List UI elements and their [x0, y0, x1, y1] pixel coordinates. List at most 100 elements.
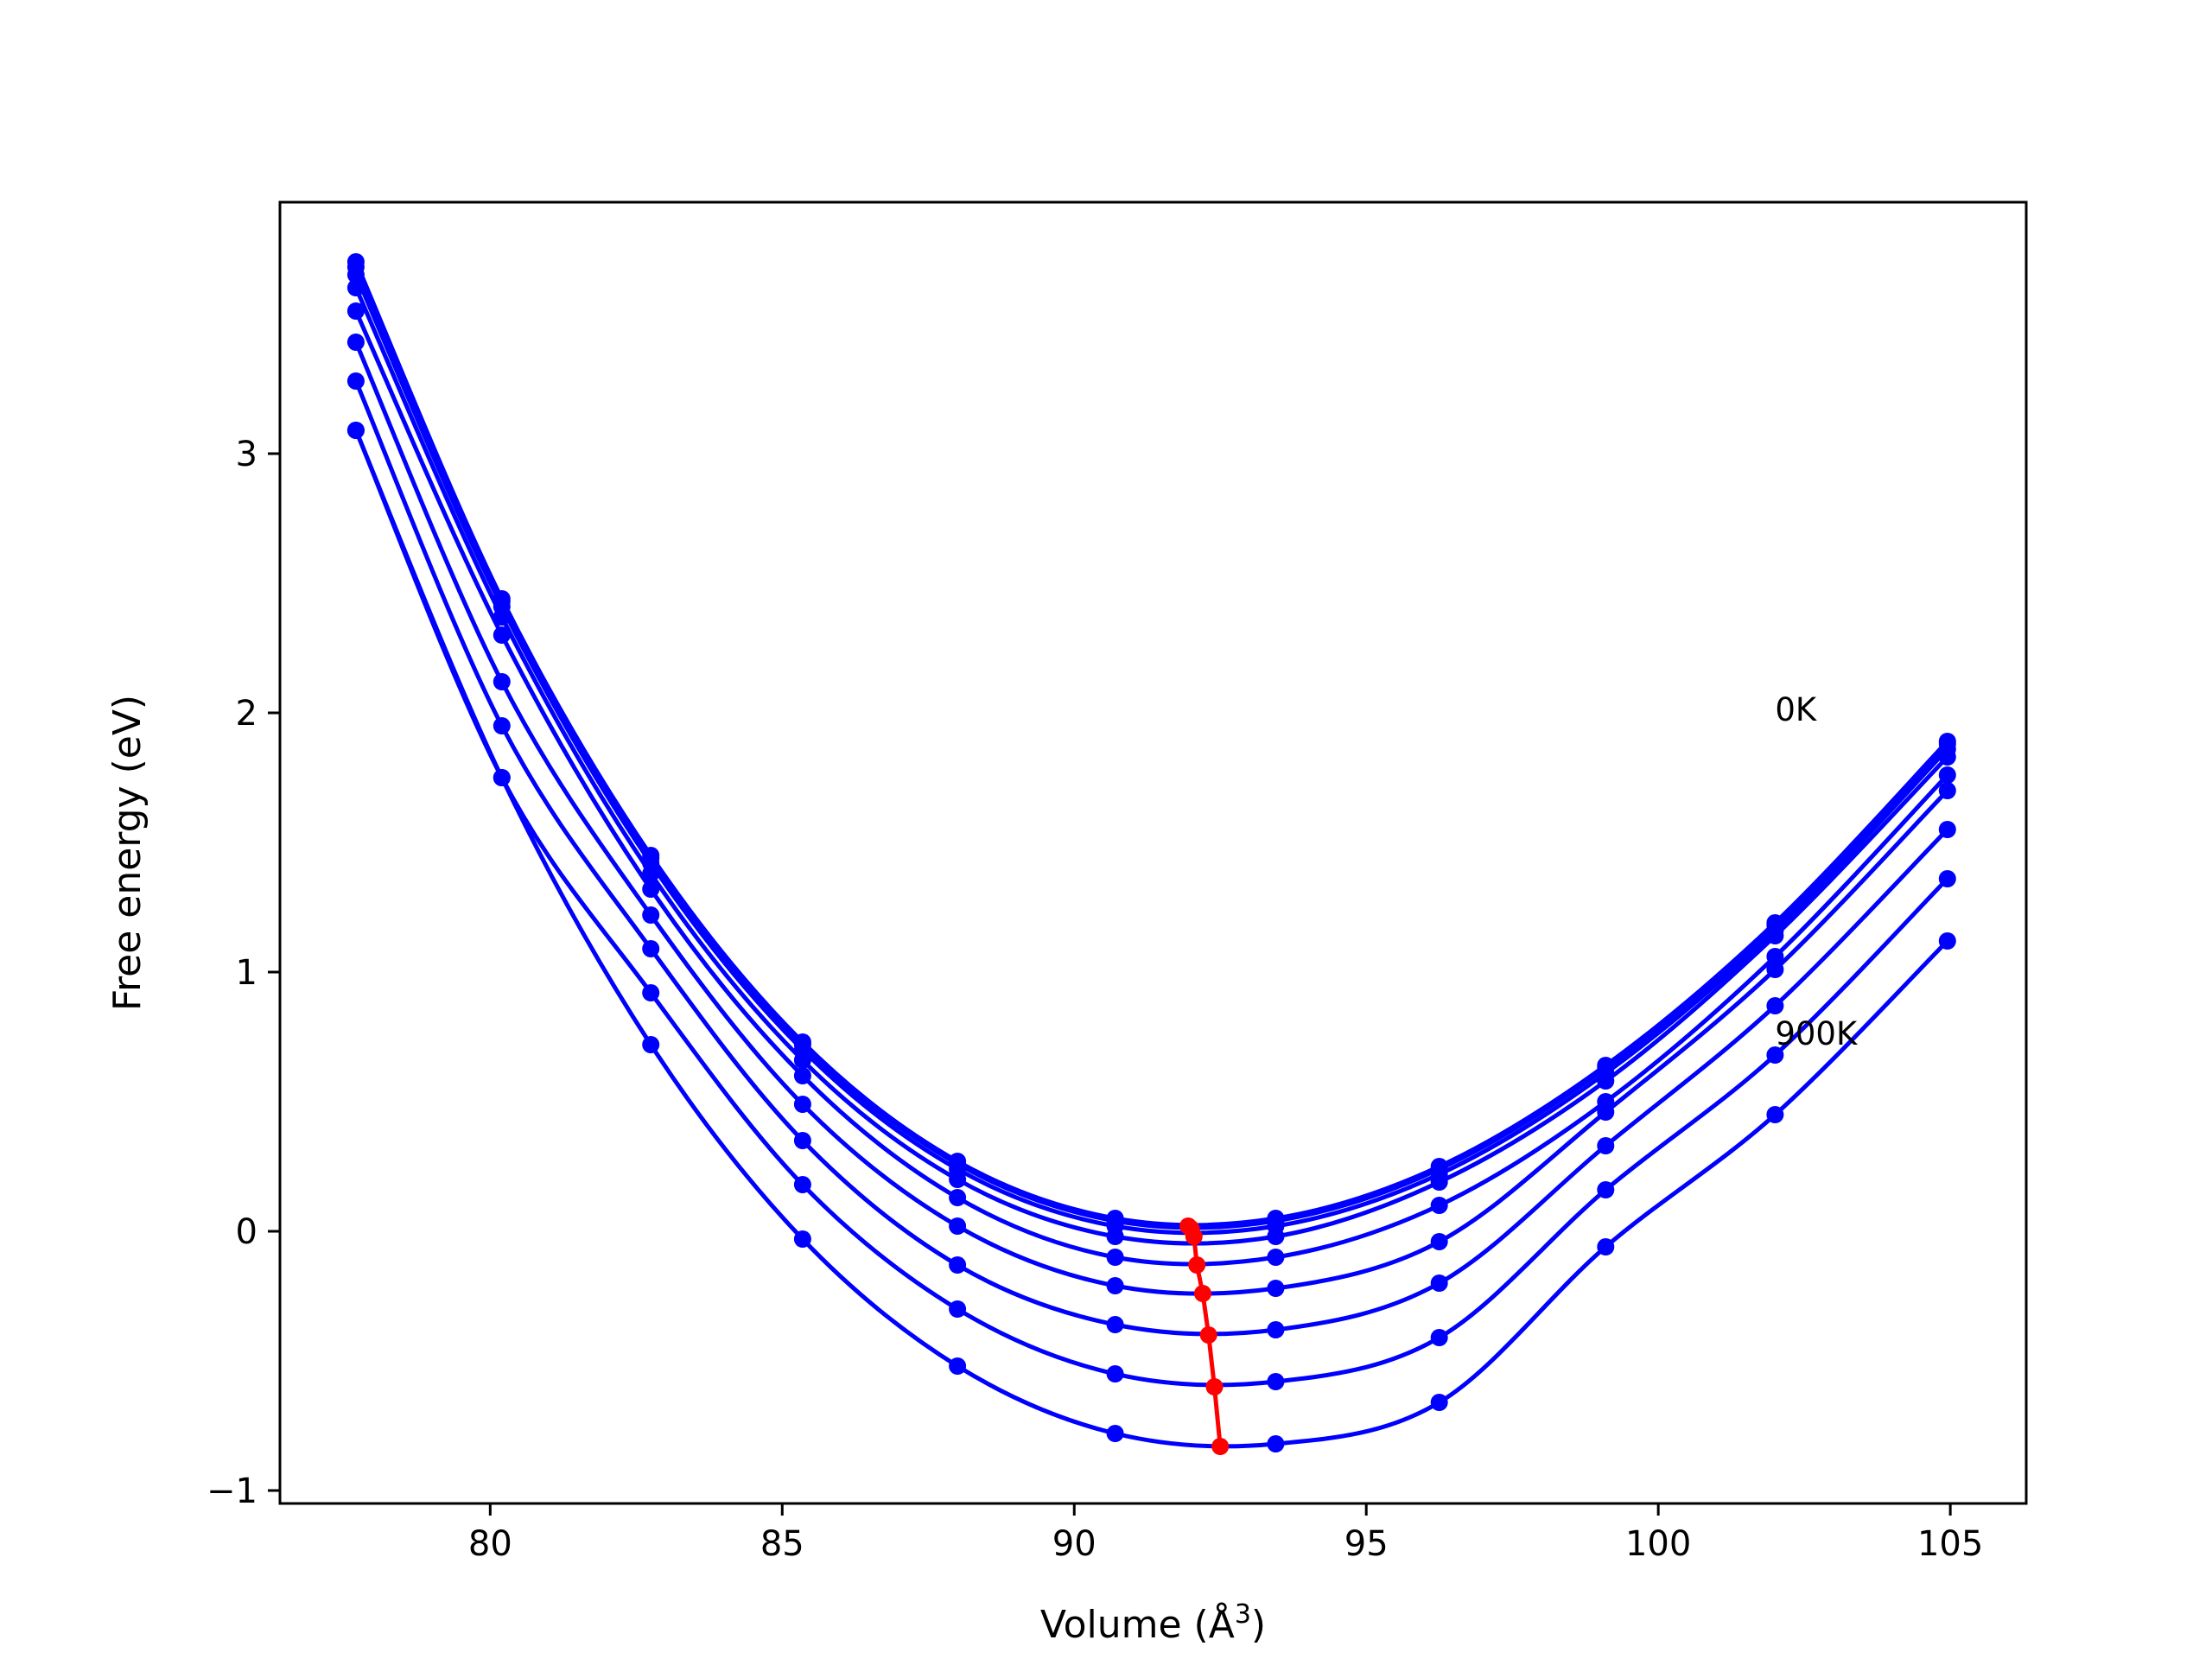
y-axis-label: Free energy (eV) [105, 695, 149, 1011]
minima-point-5 [1199, 1326, 1217, 1344]
plot-frame [278, 200, 2028, 1505]
series-5-point-2 [642, 906, 660, 924]
series-line-4 [353, 309, 1949, 1267]
series-lines [353, 261, 1949, 1449]
series-6-point-8 [1597, 1137, 1615, 1154]
series-6-point-5 [1106, 1316, 1124, 1333]
x-tick-label-2: 90 [1052, 1524, 1096, 1564]
series-line-0 [353, 261, 1949, 1228]
series-8-point-8 [1597, 1238, 1615, 1255]
series-8-point-0 [346, 422, 365, 439]
series-6-point-2 [642, 940, 660, 957]
series-8-point-1 [493, 769, 511, 786]
series-6-point-1 [493, 717, 511, 734]
series-5-point-8 [1597, 1103, 1615, 1121]
x-axis-label-close: ) [1251, 1603, 1266, 1647]
series-8-point-6 [1267, 1435, 1285, 1452]
series-line-6 [353, 380, 1949, 1337]
series-points [346, 253, 1956, 1452]
series-3-point-0 [346, 279, 365, 296]
minima-point-3 [1188, 1256, 1206, 1274]
series-7-point-10 [1938, 870, 1956, 887]
y-tick-label-0: −1 [207, 1471, 257, 1511]
series-7-point-9 [1766, 1046, 1784, 1064]
series-2-point-0 [346, 266, 365, 283]
series-3-point-1 [493, 608, 511, 626]
series-8-point-10 [1938, 932, 1956, 950]
x-axis-label-superscript: 3 [1235, 1599, 1251, 1630]
series-3-point-4 [949, 1171, 967, 1188]
series-6-point-3 [793, 1132, 811, 1149]
series-5-point-3 [793, 1096, 811, 1113]
series-8-point-4 [949, 1357, 967, 1375]
x-tick-label-1: 85 [760, 1524, 804, 1564]
series-line-3 [353, 286, 1949, 1246]
series-3-point-7 [1430, 1173, 1448, 1191]
annotations: 0K 900K [1775, 691, 1859, 1052]
annotation-1: 900K [1775, 1015, 1859, 1052]
series-3-point-10 [1938, 748, 1956, 766]
series-8-point-2 [642, 1036, 660, 1053]
y-tick-label-1: 0 [236, 1212, 257, 1252]
y-tick-label-3: 2 [236, 694, 257, 734]
series-5-point-5 [1106, 1277, 1124, 1294]
series-4-point-9 [1766, 948, 1784, 965]
series-6-point-9 [1766, 997, 1784, 1014]
series-8-point-3 [793, 1230, 811, 1248]
y-axis-ticks: −1 0 1 2 3 [207, 435, 280, 1511]
series-5-point-6 [1267, 1280, 1285, 1297]
minima-point-4 [1194, 1285, 1211, 1302]
series-8-point-7 [1430, 1394, 1448, 1411]
x-tick-label-5: 105 [1917, 1524, 1983, 1564]
series-6-point-6 [1267, 1321, 1285, 1338]
series-5-point-0 [346, 334, 365, 351]
y-tick-label-2: 1 [236, 953, 257, 993]
series-line-8 [353, 429, 1949, 1449]
series-6-point-4 [949, 1256, 967, 1274]
series-3-point-3 [793, 1052, 811, 1069]
x-tick-label-0: 80 [468, 1524, 512, 1564]
series-4-point-2 [642, 880, 660, 898]
minima-point-6 [1205, 1378, 1224, 1395]
series-3-point-9 [1766, 927, 1784, 944]
series-5-point-7 [1430, 1233, 1448, 1250]
series-line-1 [353, 266, 1949, 1230]
x-axis-label: Volume (Å3) [1040, 1599, 1266, 1648]
series-line-2 [353, 273, 1949, 1236]
series-5-point-10 [1938, 782, 1956, 799]
series-8-point-5 [1106, 1425, 1124, 1442]
x-tick-label-4: 100 [1625, 1524, 1691, 1564]
annotation-0: 0K [1775, 691, 1818, 728]
minima-path [1179, 1217, 1230, 1455]
series-7-point-6 [1267, 1373, 1285, 1390]
series-4-point-0 [346, 302, 365, 320]
series-4-point-7 [1430, 1197, 1448, 1214]
series-4-point-4 [949, 1189, 967, 1206]
series-6-point-0 [346, 372, 365, 390]
series-4-point-5 [1106, 1249, 1124, 1266]
series-3-point-2 [642, 865, 660, 882]
series-6-point-10 [1938, 821, 1956, 838]
series-7-point-8 [1597, 1181, 1615, 1198]
minima-point-7 [1211, 1438, 1230, 1455]
x-axis-ticks: 80 85 90 95 100 105 [468, 1503, 1983, 1564]
y-tick-label-4: 3 [236, 435, 257, 474]
series-3-point-8 [1597, 1072, 1615, 1090]
series-7-point-7 [1430, 1329, 1448, 1346]
series-6-point-7 [1430, 1274, 1448, 1292]
series-3-point-6 [1267, 1228, 1285, 1245]
series-7-point-3 [793, 1176, 811, 1193]
minima-point-2 [1185, 1228, 1203, 1245]
x-tick-label-3: 95 [1344, 1524, 1389, 1564]
series-8-point-9 [1766, 1106, 1784, 1123]
series-7-point-2 [642, 984, 660, 1001]
series-5-point-9 [1766, 961, 1784, 978]
series-4-point-3 [793, 1067, 811, 1084]
series-3-point-5 [1106, 1228, 1124, 1245]
series-4-point-6 [1267, 1249, 1285, 1266]
series-4-point-10 [1938, 766, 1956, 784]
series-5-point-1 [493, 673, 511, 690]
series-7-point-4 [949, 1300, 967, 1318]
